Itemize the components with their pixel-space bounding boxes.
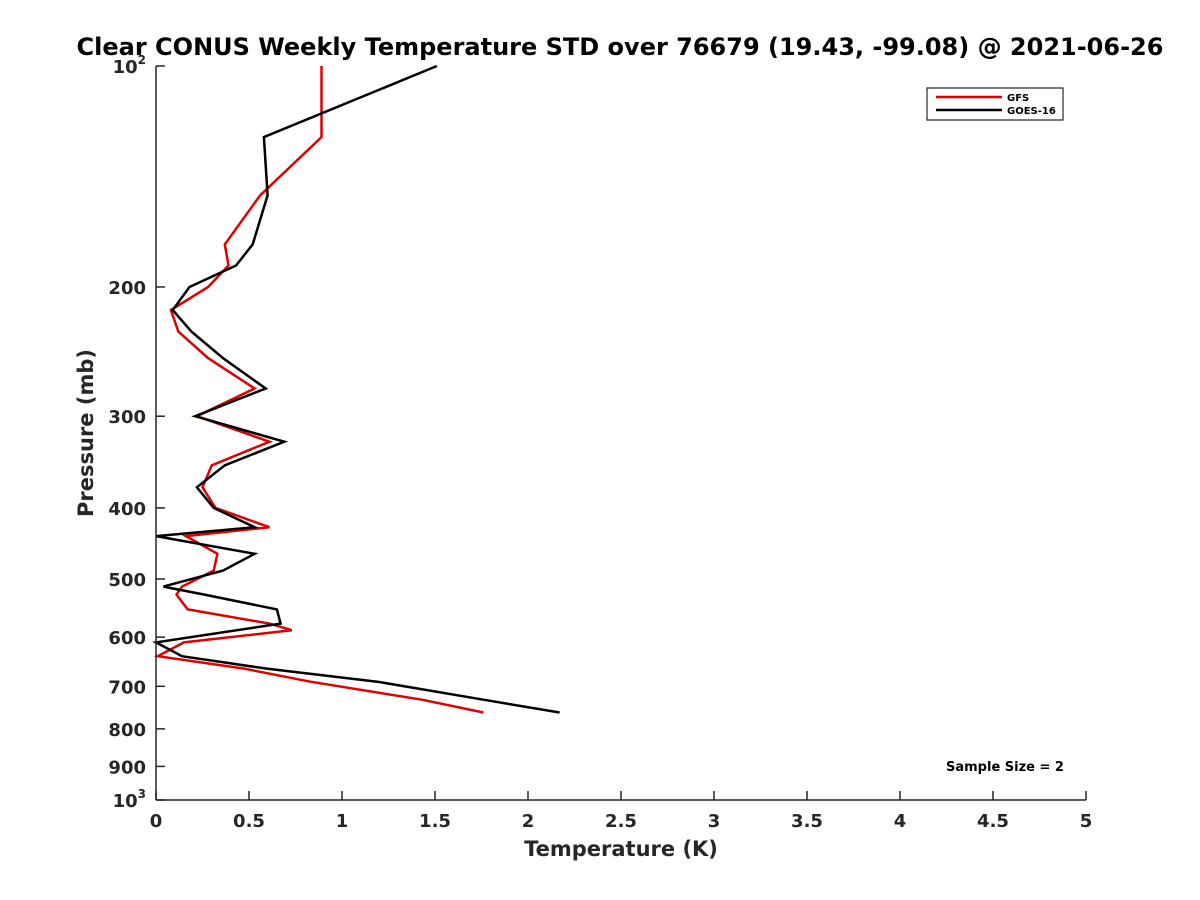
- x-tick-label: 4: [894, 811, 907, 832]
- x-axis-label: Temperature (K): [524, 837, 718, 861]
- y-tick-label: 500: [108, 570, 146, 591]
- y-tick-label: 900: [108, 757, 146, 778]
- y-ticks: 102 200 300 400 500 600 700 800 900 103: [108, 53, 165, 812]
- x-tick-label: 2: [522, 811, 535, 832]
- x-tick-label: 1: [336, 811, 349, 832]
- series-line-gfs: [153, 66, 484, 714]
- x-tick-label: 4.5: [977, 811, 1009, 832]
- axes-layer: [155, 66, 1086, 801]
- x-ticks: 0 0.5 1 1.5 2 2.5 3 3.5 4 4.5 5: [150, 791, 1093, 832]
- y-tick-label: 700: [108, 677, 146, 698]
- x-tick-label: 5: [1080, 811, 1093, 832]
- x-tick-label: 1.5: [419, 811, 451, 832]
- y-tick-label: 800: [108, 720, 146, 741]
- legend-label-goes: GOES-16: [1007, 106, 1056, 117]
- legend: GFS GOES-16: [926, 87, 1064, 121]
- y-tick-label: 400: [108, 499, 146, 520]
- x-tick-label: 3.5: [791, 811, 823, 832]
- legend-box: [926, 87, 1064, 121]
- x-tick-label: 3: [708, 811, 721, 832]
- y-tick-label: 102: [113, 53, 146, 78]
- y-axis-label: Pressure (mb): [74, 349, 98, 517]
- sample-size-annotation: Sample Size = 2: [946, 760, 1064, 775]
- chart-title: Clear CONUS Weekly Temperature STD over …: [77, 33, 1164, 61]
- x-tick-label: 0: [150, 811, 163, 832]
- series-line-goes-16: [152, 64, 560, 714]
- series-layer: [152, 64, 560, 714]
- y-tick-label: 200: [108, 278, 146, 299]
- y-tick-label: 600: [108, 628, 146, 649]
- legend-label-gfs: GFS: [1007, 93, 1029, 104]
- x-tick-label: 2.5: [605, 811, 637, 832]
- y-tick-label: 103: [113, 787, 146, 812]
- y-tick-label: 300: [108, 407, 146, 428]
- x-tick-label: 0.5: [233, 811, 265, 832]
